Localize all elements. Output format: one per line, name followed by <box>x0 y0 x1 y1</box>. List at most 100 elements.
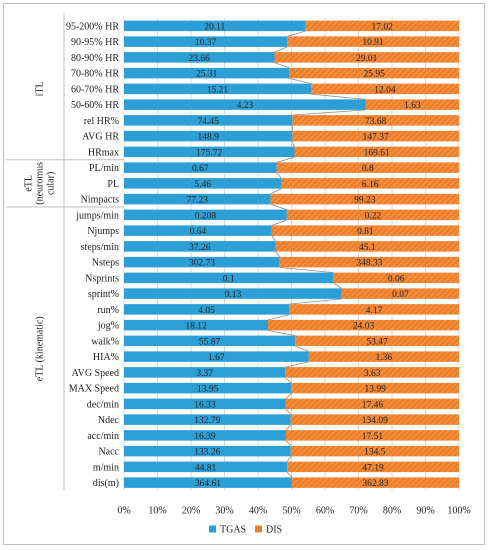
series-line <box>271 219 287 226</box>
value-label-tgas: 15.21 <box>207 85 229 95</box>
bar-tgas <box>124 367 286 378</box>
category-label: Nimpacts <box>81 195 119 206</box>
series-line <box>285 393 292 399</box>
bar-dis <box>310 83 459 95</box>
value-label-dis: 169.61 <box>364 148 390 158</box>
chart-frame: 0% 10% 20% 30% 40% 50% 60% 70% 80% 90% 100% 20.11 17… <box>3 3 485 545</box>
series-line <box>292 109 366 116</box>
bar-dis <box>285 367 459 378</box>
bar-tgas <box>124 288 342 299</box>
series-line <box>286 471 293 478</box>
value-label-tgas: 0.13 <box>225 290 242 300</box>
bar-tgas <box>124 115 293 126</box>
series-line <box>333 282 342 289</box>
bar-tgas <box>124 241 276 252</box>
value-label-dis: 4.17 <box>366 306 383 316</box>
bar-tgas <box>124 83 311 95</box>
value-label-dis: 17.46 <box>362 400 384 410</box>
value-label-dis: 0.8 <box>362 164 374 174</box>
x-tick-label: 30% <box>215 506 233 517</box>
bar-dis <box>271 225 459 236</box>
value-label-dis: 0.22 <box>365 211 382 221</box>
series-line <box>310 93 366 100</box>
category-label: steps/min <box>81 242 119 253</box>
value-label-tgas: 20.11 <box>204 22 225 32</box>
category-label: m/min <box>93 462 119 473</box>
bar-dis <box>287 36 459 47</box>
category-label: AVG HR <box>82 132 119 143</box>
bar-dis <box>290 414 459 425</box>
series-line <box>270 203 287 211</box>
category-label: dis(m) <box>93 478 119 489</box>
x-tick-label: 100% <box>447 506 470 517</box>
series-line <box>286 456 292 462</box>
group-label: iTL <box>35 81 46 96</box>
value-label-dis: 0.07 <box>392 290 409 300</box>
bar-tgas <box>124 445 291 457</box>
category-label: jumps/min <box>75 210 119 221</box>
series-line <box>285 361 309 368</box>
value-label-dis: 73.68 <box>365 117 387 127</box>
bar-dis <box>295 335 459 347</box>
series-line <box>276 172 282 179</box>
legend-label-tgas: TGAS <box>220 525 246 536</box>
bar-tgas <box>124 193 271 205</box>
value-label-tgas: 44.81 <box>195 463 217 473</box>
category-label: jog% <box>97 321 119 332</box>
bar-dis <box>286 209 459 221</box>
value-label-tgas: 0.67 <box>192 164 209 174</box>
value-label-tgas: 0.1 <box>223 274 235 284</box>
bar-tgas <box>124 130 293 142</box>
value-label-tgas: 0.64 <box>190 227 207 237</box>
value-label-tgas: 132.79 <box>194 416 220 426</box>
bar-tgas <box>124 319 269 331</box>
x-tick-label: 60% <box>316 506 334 517</box>
value-label-tgas: 3.37 <box>196 369 213 379</box>
value-label-tgas: 175.72 <box>196 148 222 158</box>
bar-tgas <box>124 52 275 63</box>
x-tick-label: 10% <box>148 506 166 517</box>
series-line <box>287 30 306 37</box>
bar-tgas <box>124 414 291 425</box>
series-line <box>291 141 295 147</box>
bar-dis <box>294 146 459 158</box>
series-line <box>285 377 292 384</box>
bar-tgas <box>124 256 280 268</box>
category-label: rel HR% <box>84 116 119 127</box>
value-label-tgas: 13.95 <box>197 385 219 395</box>
bar-dis <box>292 130 459 142</box>
value-label-dis: 134.5 <box>364 448 386 458</box>
series-line <box>285 424 291 431</box>
legend-swatch-dis <box>255 525 262 533</box>
value-label-tgas: 37.26 <box>189 243 211 253</box>
series-line <box>279 266 334 274</box>
x-tick-label: 0% <box>117 506 130 517</box>
category-label: HRmax <box>88 147 119 158</box>
category-label: 80-90% HR <box>71 53 119 64</box>
value-label-dis: 24.03 <box>353 322 375 332</box>
bar-dis <box>270 193 459 205</box>
bar-dis <box>285 430 459 441</box>
bar-tgas <box>124 304 290 315</box>
group-label: eTL (kinematic) <box>35 316 46 381</box>
value-label-dis: 99.23 <box>354 196 376 206</box>
bar-tgas <box>124 20 306 32</box>
category-label: walk% <box>91 336 119 347</box>
value-label-tgas: 4.05 <box>198 306 215 316</box>
bar-dis <box>274 52 459 63</box>
category-label: HIA% <box>93 352 119 363</box>
value-label-dis: 0.81 <box>357 227 374 237</box>
value-label-dis: 362.83 <box>362 479 388 489</box>
value-label-dis: 45.1 <box>359 243 376 253</box>
category-label: AVG Speed <box>72 368 119 379</box>
bar-tgas <box>124 209 287 221</box>
category-label: acc/min <box>87 431 119 442</box>
category-label: 60-70% HR <box>71 84 119 95</box>
value-label-tgas: 302.73 <box>189 259 215 269</box>
value-label-tgas: 25.31 <box>196 70 218 80</box>
series-line <box>271 235 276 242</box>
bar-tgas <box>124 335 296 347</box>
bar-dis <box>289 304 459 315</box>
group-label: eTL(neuromuscular) <box>24 162 57 205</box>
x-tick-label: 40% <box>249 506 267 517</box>
